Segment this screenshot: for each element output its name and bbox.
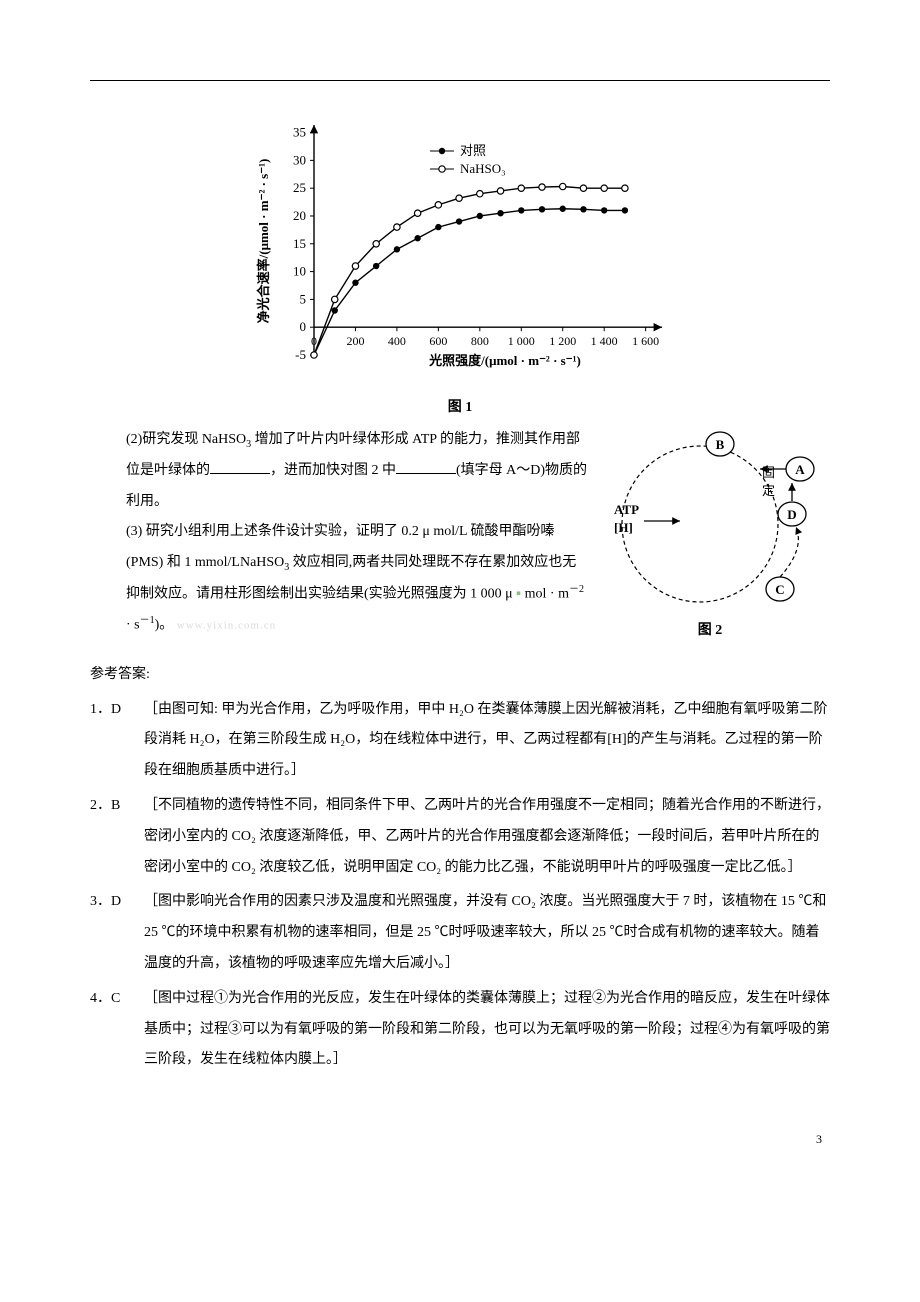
svg-text:35: 35 — [293, 125, 306, 140]
svg-text:1 000: 1 000 — [508, 334, 535, 348]
blank-2 — [396, 460, 456, 474]
svg-text:800: 800 — [471, 334, 489, 348]
svg-text:1 600: 1 600 — [632, 334, 659, 348]
svg-text:[H]: [H] — [614, 520, 633, 535]
svg-text:0: 0 — [311, 334, 317, 348]
page-number: 3 — [90, 1126, 830, 1152]
answers-header: 参考答案: — [90, 660, 830, 691]
svg-text:15: 15 — [293, 236, 306, 251]
answer-body: ［不同植物的遗传特性不同，相同条件下甲、乙两叶片的光合作用强度不一定相同；随着光… — [144, 791, 830, 883]
svg-text:600: 600 — [429, 334, 447, 348]
svg-text:定: 定 — [762, 483, 775, 498]
q3-sup-c: －2 — [569, 584, 584, 595]
q3-text-c: mol · m — [525, 587, 569, 602]
chart1: -5 0 5 10 15 20 25 30 35 0 200 400 600 800 1 000 1 200 1… — [250, 117, 670, 417]
top-rule — [90, 80, 830, 81]
q3-text-d: · s — [126, 618, 140, 633]
answer-item: 2．B［不同植物的遗传特性不同，相同条件下甲、乙两叶片的光合作用强度不一定相同；… — [90, 791, 830, 883]
answer-item: 1．D［由图可知: 甲为光合作用，乙为呼吸作用，甲中 H₂O 在类囊体薄膜上因光… — [90, 695, 830, 787]
svg-text:5: 5 — [300, 291, 307, 306]
answer-number: 4．C — [90, 984, 144, 1015]
svg-text:0: 0 — [300, 319, 307, 334]
answer-body: ［图中过程①为光合作用的光反应，发生在叶绿体的类囊体薄膜上；过程②为光合作用的暗… — [144, 984, 830, 1076]
answer-item: 3．D［图中影响光合作用的因素只涉及温度和光照强度，并没有 CO₂ 浓度。当光照… — [90, 887, 830, 979]
svg-text:NaHSO₃: NaHSO₃ — [460, 161, 506, 176]
svg-text:D: D — [787, 507, 796, 522]
answers-list: 1．D［由图可知: 甲为光合作用，乙为呼吸作用，甲中 H₂O 在类囊体薄膜上因光… — [90, 695, 830, 1077]
watermark: www.yixin.com.cn — [177, 620, 276, 632]
green-dot-icon: ▪ — [516, 587, 521, 602]
svg-text:B: B — [716, 437, 725, 452]
answer-body: ［图中影响光合作用的因素只涉及温度和光照强度，并没有 CO₂ 浓度。当光照强度大… — [144, 887, 830, 979]
svg-text:A: A — [795, 462, 805, 477]
chart2-container: A B C D 固定 ATP [H] 图 2 — [600, 429, 830, 652]
svg-text:图 2: 图 2 — [698, 622, 723, 638]
q3-sup-d: －1 — [140, 615, 155, 626]
q2-text-a: (2)研究发现 NaHSO — [126, 432, 246, 447]
svg-text:ATP: ATP — [614, 502, 639, 517]
svg-text:20: 20 — [293, 208, 306, 223]
svg-text:30: 30 — [293, 152, 306, 167]
answer-body: ［由图可知: 甲为光合作用，乙为呼吸作用，甲中 H₂O 在类囊体薄膜上因光解被消… — [144, 695, 830, 787]
svg-text:C: C — [775, 582, 784, 597]
svg-text:固: 固 — [762, 465, 775, 480]
svg-text:对照: 对照 — [460, 143, 486, 158]
svg-text:光照强度/(μmol · m⁻² · s⁻¹): 光照强度/(μmol · m⁻² · s⁻¹) — [428, 353, 581, 368]
svg-text:25: 25 — [293, 180, 306, 195]
q3-text-e: )。 — [155, 618, 174, 633]
blank-1 — [210, 460, 270, 474]
q2-text-c: ，进而加快对图 2 中 — [270, 463, 396, 478]
svg-text:200: 200 — [346, 334, 364, 348]
svg-text:400: 400 — [388, 334, 406, 348]
svg-text:图 1: 图 1 — [448, 399, 473, 415]
svg-text:10: 10 — [293, 264, 306, 279]
svg-text:1 400: 1 400 — [591, 334, 618, 348]
answer-number: 2．B — [90, 791, 144, 822]
answer-item: 4．C［图中过程①为光合作用的光反应，发生在叶绿体的类囊体薄膜上；过程②为光合作… — [90, 984, 830, 1076]
svg-text:1 200: 1 200 — [549, 334, 576, 348]
chart1-container: -5 0 5 10 15 20 25 30 35 0 200 400 600 800 1 000 1 200 1… — [90, 117, 830, 417]
svg-text:-5: -5 — [295, 347, 306, 362]
chart2: A B C D 固定 ATP [H] 图 2 — [600, 429, 830, 639]
answer-number: 3．D — [90, 887, 144, 918]
question-block: ABCD固定ATP[H]图 2 (2)研究发现 NaHSO3 增加了叶片内叶绿体… — [126, 425, 830, 652]
svg-text:净光合速率/(μmol · m⁻² · s⁻¹): 净光合速率/(μmol · m⁻² · s⁻¹) — [256, 159, 271, 324]
answer-number: 1．D — [90, 695, 144, 726]
